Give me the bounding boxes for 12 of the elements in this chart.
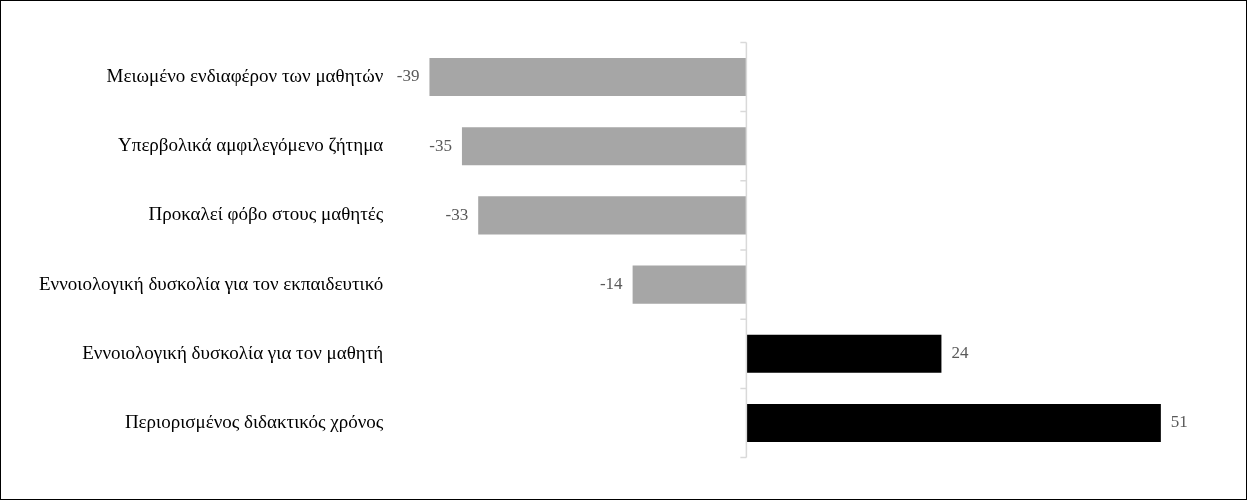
- y-tick-label: Εννοιολογική δυσκολία για τον μαθητή: [82, 341, 384, 363]
- y-tick-label: Εννοιολογική δυσκολία για τον εκπαιδευτικό: [39, 272, 384, 294]
- y-tick-label: Προκαλεί φόβο στους μαθητές: [148, 203, 384, 225]
- data-label: -14: [599, 274, 624, 294]
- y-tick-label: Περιορισμένος διδακτικός χρόνος: [124, 410, 384, 432]
- data-label: 24: [951, 343, 969, 363]
- y-tick-label: Μειωμένο ενδιαφέρον των μαθητών: [106, 64, 384, 86]
- y-tick-label: Υπερβολικά αμφιλεγόμενο ζήτημα: [118, 134, 384, 156]
- data-label: -33: [445, 204, 469, 224]
- data-label: 51: [1170, 412, 1188, 432]
- data-label: -39: [396, 66, 420, 86]
- data-label: -35: [429, 135, 452, 155]
